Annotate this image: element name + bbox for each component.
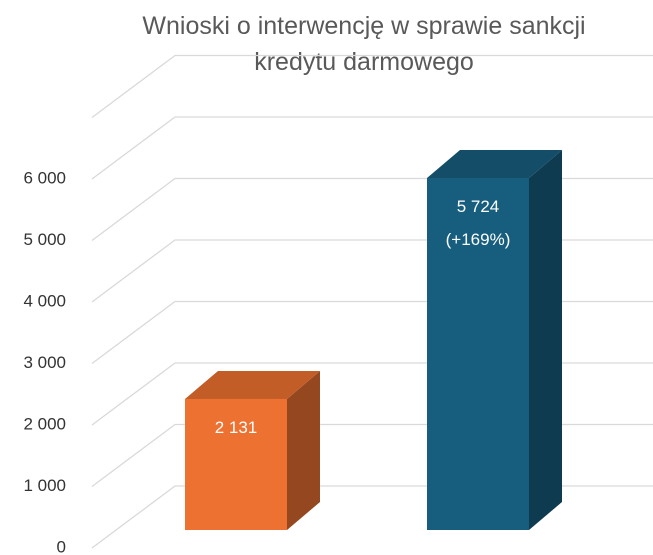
bar [427, 177, 529, 530]
bar-top [185, 370, 320, 399]
data-label-line: 5 724 [457, 197, 500, 216]
grid-line [91, 300, 653, 365]
data-label: 5 724 (+169%) [446, 197, 511, 249]
grid-line [91, 485, 653, 549]
y-tick-label: 5 000 [23, 230, 66, 249]
data-label-line: 2 131 [215, 418, 258, 437]
bar-top [427, 149, 562, 178]
y-tick-label: 2 000 [23, 414, 66, 433]
bar-side [287, 370, 320, 530]
y-tick-label: 1 000 [23, 476, 66, 495]
y-tick-label: 6 000 [23, 168, 66, 187]
grid-line [91, 54, 653, 119]
grid-line [91, 423, 653, 488]
chart-title: Wnioski o interwencję w sprawie sankcji … [142, 12, 586, 76]
bar [185, 398, 287, 530]
y-tick-label: 4 000 [23, 291, 66, 310]
data-label: 2 131 [215, 418, 258, 437]
grid-line [91, 239, 653, 303]
grid-line [91, 177, 653, 242]
grid-line [91, 116, 653, 180]
y-tick-label: 3 000 [23, 353, 66, 372]
bar-side [529, 149, 562, 530]
data-label-line: (+169%) [446, 230, 511, 249]
grid-line [91, 362, 653, 426]
y-tick-label: 0 [57, 537, 66, 555]
